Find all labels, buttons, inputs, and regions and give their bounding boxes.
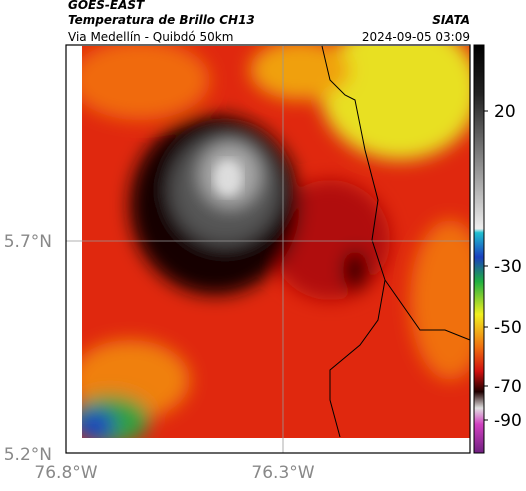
source: SIATA bbox=[432, 13, 470, 27]
colorbar-label: -70 bbox=[494, 377, 522, 397]
product: Temperatura de Brillo CH13 bbox=[68, 13, 255, 27]
lat-label: 5.2°N bbox=[4, 445, 52, 465]
colorbar-label: -30 bbox=[494, 257, 522, 277]
lon-label: 76.3°W bbox=[251, 463, 314, 483]
map-frame bbox=[65, 44, 471, 454]
lat-label: 5.7°N bbox=[4, 232, 52, 252]
borders bbox=[321, 45, 471, 438]
datetime: 2024-09-05 03:09 bbox=[362, 30, 470, 44]
region: Via Medellín - Quibdó 50km bbox=[68, 30, 233, 44]
satellite: GOES-EAST bbox=[68, 0, 145, 12]
colorbar-ticks bbox=[484, 110, 488, 421]
colorbar bbox=[473, 44, 485, 454]
colorbar-label: -90 bbox=[494, 411, 522, 431]
lon-label: 76.8°W bbox=[34, 463, 97, 483]
colorbar-label: -50 bbox=[494, 318, 522, 338]
colorbar-label: 20 bbox=[494, 102, 516, 122]
brightness-image bbox=[82, 46, 470, 438]
